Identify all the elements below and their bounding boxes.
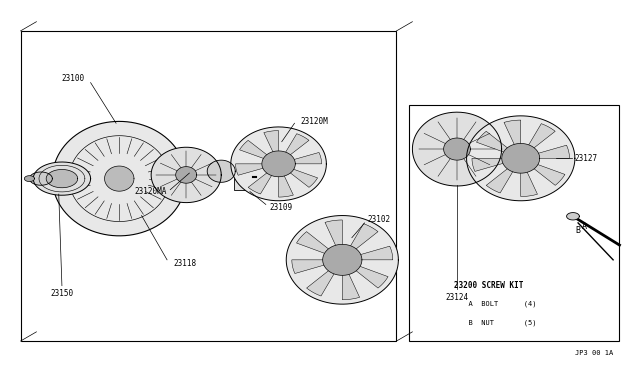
Text: 23109: 23109 — [269, 202, 292, 212]
Polygon shape — [239, 140, 278, 164]
Text: 23120MA: 23120MA — [134, 187, 167, 196]
Polygon shape — [521, 124, 555, 158]
Polygon shape — [286, 215, 398, 304]
Polygon shape — [325, 220, 342, 260]
Polygon shape — [566, 212, 579, 220]
Polygon shape — [467, 116, 575, 201]
Polygon shape — [278, 164, 317, 187]
Polygon shape — [278, 134, 309, 164]
Text: A: A — [582, 222, 587, 231]
Polygon shape — [472, 158, 521, 171]
Polygon shape — [521, 158, 538, 196]
Polygon shape — [292, 260, 342, 273]
Text: B: B — [575, 226, 580, 235]
Polygon shape — [444, 138, 470, 160]
Polygon shape — [296, 232, 342, 260]
Bar — [20, 31, 396, 341]
Bar — [409, 105, 620, 341]
Polygon shape — [486, 158, 521, 193]
Polygon shape — [278, 153, 321, 164]
Bar — [234, 164, 269, 190]
Text: 23150: 23150 — [51, 289, 74, 298]
Text: B  NUT       (5): B NUT (5) — [460, 320, 537, 326]
Polygon shape — [52, 121, 186, 236]
Text: 23124: 23124 — [445, 293, 468, 302]
Polygon shape — [307, 260, 342, 296]
Polygon shape — [477, 131, 521, 158]
Polygon shape — [521, 158, 565, 185]
Polygon shape — [29, 172, 52, 185]
Polygon shape — [264, 131, 278, 164]
Polygon shape — [175, 167, 196, 183]
Text: 23118: 23118 — [173, 259, 196, 268]
Polygon shape — [262, 151, 295, 177]
Polygon shape — [521, 145, 570, 158]
Text: 23120M: 23120M — [301, 117, 328, 126]
Text: 23100: 23100 — [61, 74, 84, 83]
Polygon shape — [236, 164, 278, 175]
Polygon shape — [342, 224, 378, 260]
Polygon shape — [412, 112, 502, 186]
Polygon shape — [323, 244, 362, 275]
Polygon shape — [33, 162, 91, 195]
Text: JP3 00 1A: JP3 00 1A — [575, 350, 613, 356]
Polygon shape — [502, 144, 540, 173]
Polygon shape — [278, 164, 293, 197]
Polygon shape — [342, 246, 393, 260]
Polygon shape — [231, 127, 326, 201]
Text: 23200 SCREW KIT: 23200 SCREW KIT — [454, 281, 523, 290]
Text: 23127: 23127 — [575, 154, 598, 163]
Polygon shape — [504, 120, 521, 158]
Polygon shape — [46, 170, 77, 188]
Polygon shape — [104, 166, 134, 191]
Text: A  BOLT      (4): A BOLT (4) — [460, 301, 537, 307]
Polygon shape — [248, 164, 278, 194]
Polygon shape — [207, 160, 236, 182]
Polygon shape — [342, 260, 360, 300]
Polygon shape — [342, 260, 388, 288]
Polygon shape — [24, 176, 35, 182]
Text: 23102: 23102 — [368, 215, 391, 224]
Polygon shape — [151, 147, 221, 203]
